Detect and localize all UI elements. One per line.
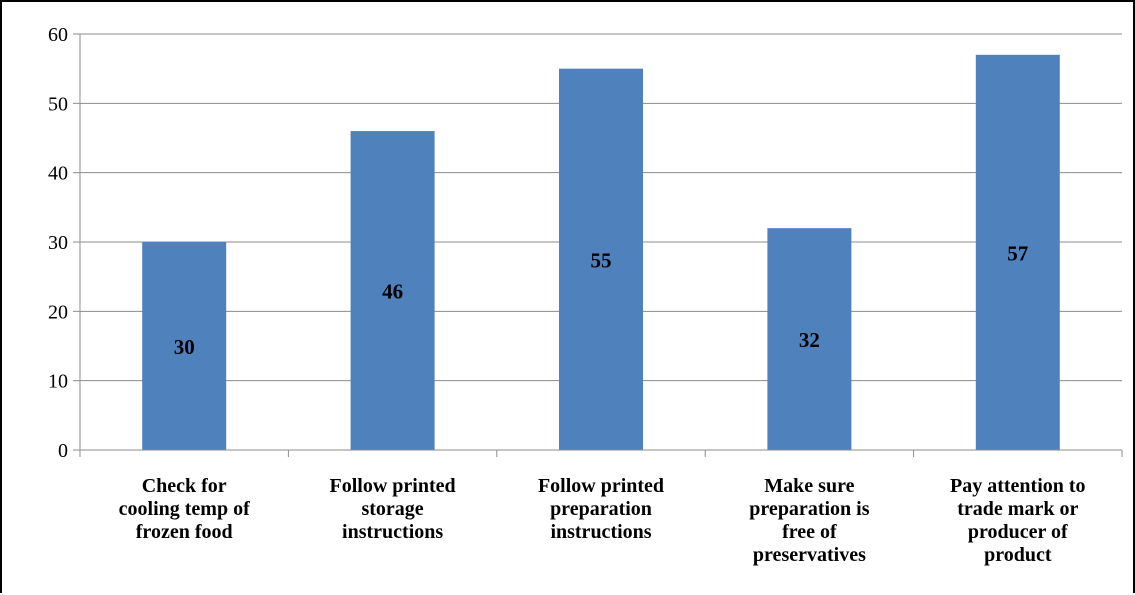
x-category-label-line: trade mark or: [957, 498, 1078, 520]
x-category-label: Check for cooling temp of frozen food: [119, 475, 250, 543]
bar: [767, 228, 852, 450]
labels: 0 10 20 30 40 50 60 30 46 55 32 57 Check for cooling …: [48, 24, 1086, 566]
data-label: 57: [1007, 241, 1028, 265]
x-category-label: Pay attention to trade mark or producer of…: [950, 475, 1086, 566]
y-tick-label: 20: [48, 301, 68, 323]
bar: [559, 68, 643, 451]
x-category-label-line: preparation is: [749, 498, 869, 520]
data-label: 32: [799, 328, 820, 352]
y-tick-label: 0: [58, 440, 68, 462]
bar: [142, 242, 227, 450]
x-category-label-line: preparation: [550, 498, 652, 520]
y-tick-label: 60: [48, 24, 68, 46]
y-tick-label: 10: [48, 371, 68, 393]
x-category-label-line: instructions: [550, 521, 651, 543]
x-category-label: Make sure preparation is free of preservati…: [749, 475, 869, 566]
data-label: 46: [382, 280, 403, 304]
y-tick-label: 30: [48, 232, 68, 254]
x-category-label-line: Follow printed: [330, 475, 456, 497]
x-category-label-line: Follow printed: [538, 475, 664, 497]
x-category-label: Follow printed storage instructions: [330, 475, 456, 543]
x-category-label: Follow printed preparation instructions: [538, 475, 664, 543]
data-label: 55: [591, 248, 612, 272]
x-category-label-line: storage: [361, 498, 423, 520]
x-category-label-line: frozen food: [136, 521, 233, 543]
y-tick-label: 40: [48, 163, 68, 185]
x-category-label-line: Pay attention to: [950, 475, 1086, 497]
x-category-label-line: producer of: [968, 521, 1068, 543]
data-label: 30: [174, 335, 195, 359]
x-category-label-line: Check for: [142, 475, 227, 497]
y-tick-label: 50: [48, 93, 68, 115]
x-category-label-line: preservatives: [753, 544, 866, 566]
x-category-label-line: free of: [782, 521, 837, 543]
x-category-label-line: Make sure: [764, 475, 854, 497]
x-category-label-line: cooling temp of: [119, 498, 250, 520]
bar: [975, 54, 1060, 451]
x-category-label-line: product: [984, 544, 1052, 566]
x-category-label-line: instructions: [342, 521, 443, 543]
bars: [142, 54, 1060, 451]
axes: [73, 33, 1123, 457]
bar: [350, 131, 435, 451]
